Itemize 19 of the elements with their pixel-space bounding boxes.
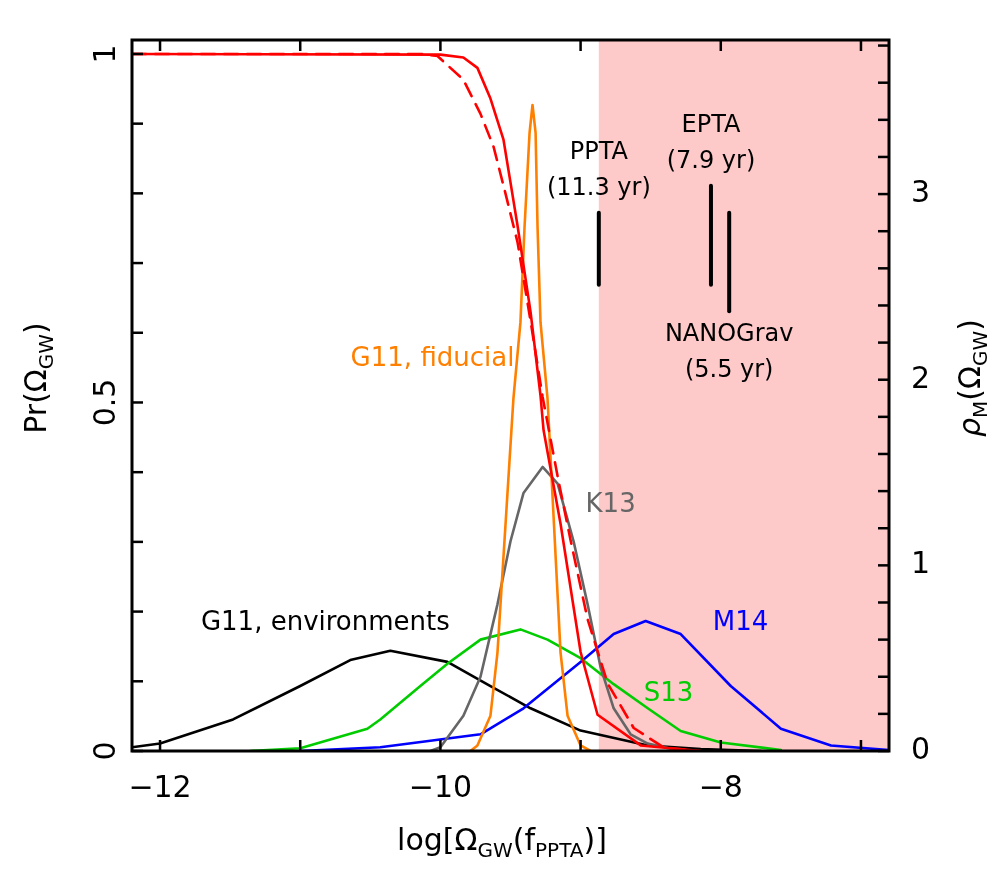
- series-label: K13: [585, 487, 636, 518]
- y-tick-label: 0.5: [86, 378, 122, 427]
- y2-tick-label: 0: [911, 730, 931, 766]
- series-label: M14: [712, 605, 769, 636]
- y2-tick-label: 1: [911, 545, 931, 581]
- x-tick-label: −10: [408, 768, 473, 804]
- annotation: NANOGrav (5.5 yr): [664, 319, 794, 384]
- series-label: G11, environments: [200, 605, 450, 636]
- y2-tick-label: 3: [911, 173, 931, 209]
- y-tick-label: 0: [86, 741, 122, 761]
- x-tick-label: −12: [128, 768, 192, 804]
- series-label: S13: [643, 677, 694, 708]
- x-tick-label: −8: [698, 768, 743, 804]
- series-label: G11, fiducial: [350, 341, 515, 372]
- annotation: EPTA (7.9 yr): [666, 109, 756, 174]
- x-axis-title: log[Ω$_{GW}$(f$_{PPTA}$)]: [396, 822, 608, 862]
- annotation: PPTA (11.3 yr): [546, 137, 651, 202]
- y-tick-label: 1: [86, 44, 122, 64]
- y2-tick-label: 2: [911, 359, 931, 395]
